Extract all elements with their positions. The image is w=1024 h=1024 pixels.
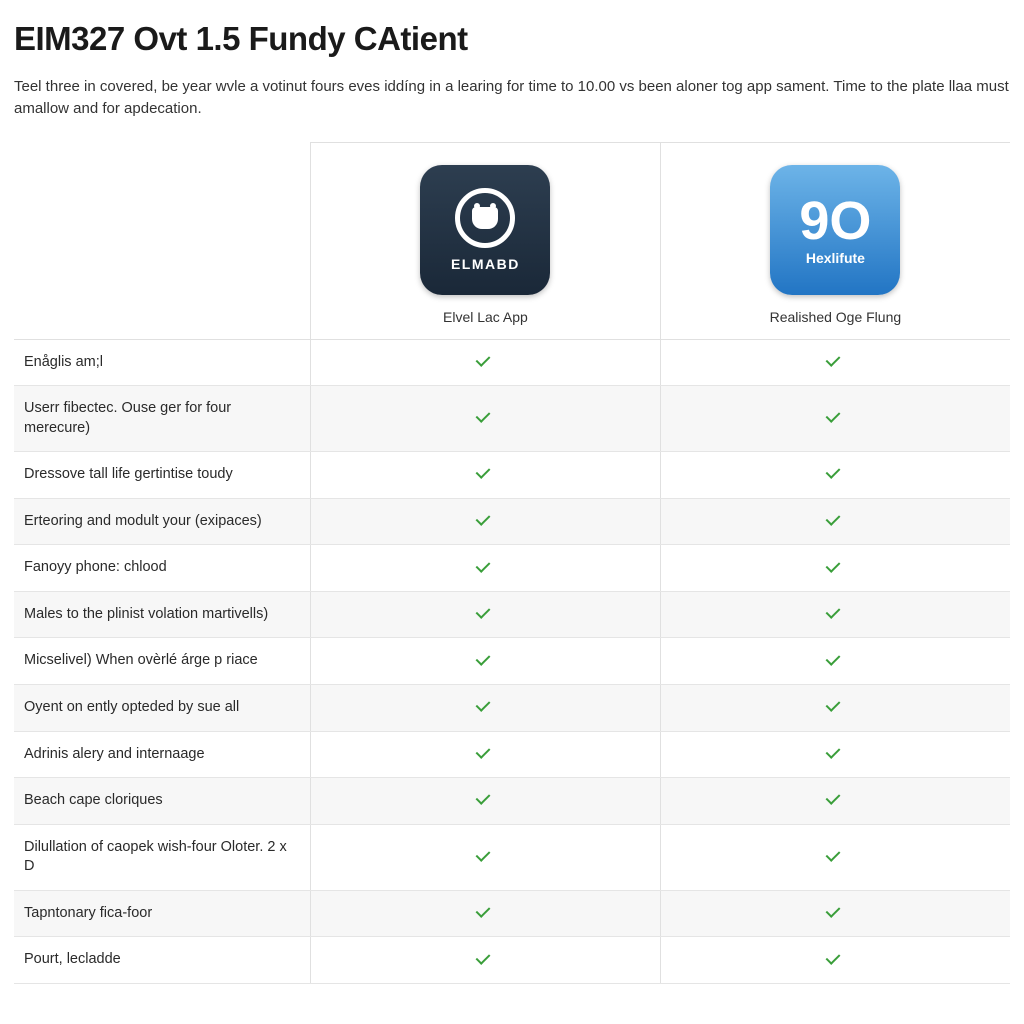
app-icon-hexlifute-wrap: 9O Hexlifute	[770, 165, 900, 295]
check-icon	[826, 951, 844, 965]
check-icon	[826, 745, 844, 759]
feature-label: Enåglis am;l	[14, 339, 311, 386]
product-header-1: ELMABD Elvel Lac App	[311, 142, 661, 339]
elmabd-circle-icon	[455, 188, 515, 248]
feature-check-col1	[311, 591, 661, 638]
feature-check-col1	[311, 498, 661, 545]
feature-check-col2	[660, 778, 1010, 825]
feature-check-col1	[311, 685, 661, 732]
feature-check-col1	[311, 545, 661, 592]
table-row: Oyent on ently opteded by sue all	[14, 685, 1010, 732]
feature-check-col2	[660, 591, 1010, 638]
feature-check-col1	[311, 937, 661, 984]
feature-check-col2	[660, 685, 1010, 732]
check-icon	[476, 652, 494, 666]
check-icon	[826, 904, 844, 918]
check-icon	[476, 353, 494, 367]
table-row: Micselivel) When ovèrlé árge p riace	[14, 638, 1010, 685]
feature-label: Oyent on ently opteded by sue all	[14, 685, 311, 732]
table-row: Males to the plinist volation martivells…	[14, 591, 1010, 638]
feature-check-col2	[660, 386, 1010, 452]
feature-check-col1	[311, 731, 661, 778]
feature-check-col2	[660, 937, 1010, 984]
check-icon	[476, 848, 494, 862]
feature-check-col2	[660, 638, 1010, 685]
table-row: Beach cape cloriques	[14, 778, 1010, 825]
check-icon	[476, 512, 494, 526]
check-icon	[476, 698, 494, 712]
feature-check-col1	[311, 638, 661, 685]
check-icon	[826, 848, 844, 862]
check-icon	[826, 409, 844, 423]
table-row: Fanoyy phone: chlood	[14, 545, 1010, 592]
feature-label: Males to the plinist volation martivells…	[14, 591, 311, 638]
table-row: Enåglis am;l	[14, 339, 1010, 386]
feature-check-col1	[311, 452, 661, 499]
table-row: Adrinis alery and internaage	[14, 731, 1010, 778]
feature-check-col1	[311, 778, 661, 825]
feature-check-col2	[660, 545, 1010, 592]
page-description: Teel three in covered, be year wvle a vo…	[14, 76, 1010, 120]
elmabd-icon: ELMABD	[420, 165, 550, 295]
elmabd-crown-icon	[472, 207, 498, 229]
check-icon	[476, 465, 494, 479]
page-title: EIM327 Ovt 1.5 Fundy CAtient	[14, 20, 1010, 58]
check-icon	[476, 745, 494, 759]
feature-header-cell	[14, 142, 311, 339]
feature-check-col1	[311, 824, 661, 890]
feature-label: Adrinis alery and internaage	[14, 731, 311, 778]
elmabd-brand-text: ELMABD	[451, 256, 520, 272]
table-row: Dilullation of caopek wish-four Oloter. …	[14, 824, 1010, 890]
feature-check-col1	[311, 339, 661, 386]
table-row: Dressove tall life gertintise toudy	[14, 452, 1010, 499]
feature-label: Beach cape cloriques	[14, 778, 311, 825]
table-row: Erteoring and modult your (exipaces)	[14, 498, 1010, 545]
check-icon	[826, 465, 844, 479]
check-icon	[476, 904, 494, 918]
hexlifute-icon: 9O Hexlifute	[770, 165, 900, 295]
product-header-2: 9O Hexlifute Realished Oge Flung	[660, 142, 1010, 339]
table-row: Userr fibectec. Ouse ger for four merecu…	[14, 386, 1010, 452]
app-icon-elmabd-wrap: ELMABD	[420, 165, 550, 295]
feature-check-col2	[660, 339, 1010, 386]
check-icon	[826, 512, 844, 526]
product-name-1: Elvel Lac App	[321, 309, 650, 325]
feature-check-col2	[660, 452, 1010, 499]
table-row: Tapntonary fica-foor	[14, 890, 1010, 937]
feature-check-col1	[311, 386, 661, 452]
check-icon	[826, 791, 844, 805]
hexlifute-brand-text: Hexlifute	[806, 250, 865, 266]
table-row: Pourt, lecladde	[14, 937, 1010, 984]
feature-label: Dressove tall life gertintise toudy	[14, 452, 311, 499]
table-header-row: ELMABD Elvel Lac App 9O Hexlifute Realis…	[14, 142, 1010, 339]
feature-label: Dilullation of caopek wish-four Oloter. …	[14, 824, 311, 890]
product-name-2: Realished Oge Flung	[671, 309, 1000, 325]
check-icon	[476, 605, 494, 619]
comparison-table: ELMABD Elvel Lac App 9O Hexlifute Realis…	[14, 142, 1010, 984]
feature-label: Tapntonary fica-foor	[14, 890, 311, 937]
check-icon	[826, 353, 844, 367]
check-icon	[476, 409, 494, 423]
check-icon	[826, 605, 844, 619]
feature-check-col1	[311, 890, 661, 937]
feature-label: Erteoring and modult your (exipaces)	[14, 498, 311, 545]
check-icon	[476, 951, 494, 965]
page-container: EIM327 Ovt 1.5 Fundy CAtient Teel three …	[0, 0, 1024, 984]
hexlifute-g-symbol: 9O	[799, 194, 871, 248]
check-icon	[826, 698, 844, 712]
feature-check-col2	[660, 824, 1010, 890]
feature-label: Userr fibectec. Ouse ger for four merecu…	[14, 386, 311, 452]
feature-label: Micselivel) When ovèrlé árge p riace	[14, 638, 311, 685]
check-icon	[476, 791, 494, 805]
feature-label: Pourt, lecladde	[14, 937, 311, 984]
check-icon	[476, 559, 494, 573]
check-icon	[826, 652, 844, 666]
hexlifute-go-icon: 9O	[799, 194, 871, 248]
feature-rows-body: Enåglis am;lUserr fibectec. Ouse ger for…	[14, 339, 1010, 983]
check-icon	[826, 559, 844, 573]
feature-check-col2	[660, 890, 1010, 937]
feature-label: Fanoyy phone: chlood	[14, 545, 311, 592]
feature-check-col2	[660, 731, 1010, 778]
feature-check-col2	[660, 498, 1010, 545]
